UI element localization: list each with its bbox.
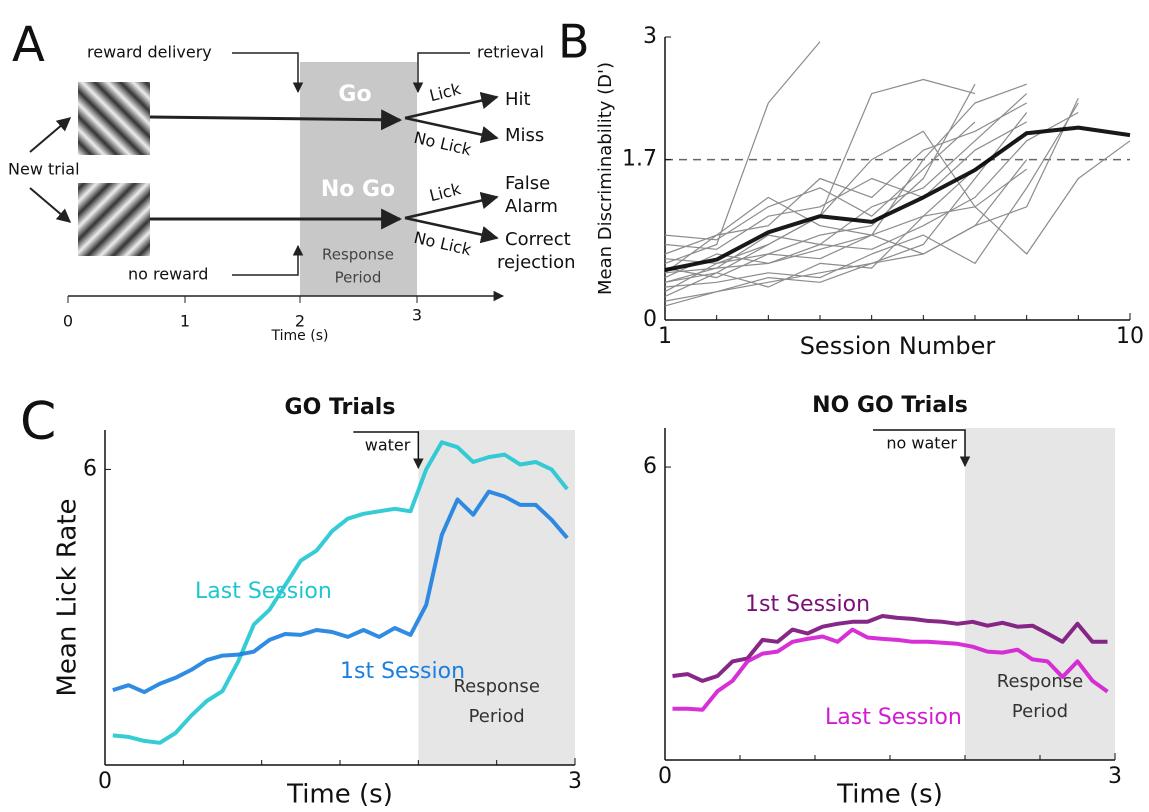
label: retrieval	[477, 43, 544, 62]
tick-label: 0	[63, 312, 73, 331]
grating	[78, 82, 150, 155]
annotation: water	[365, 436, 411, 455]
series-line	[664, 98, 1079, 307]
y-tick-label: 0	[643, 307, 657, 332]
series-line	[672, 614, 1108, 683]
label: Alarm	[505, 196, 558, 217]
x-tick-label: 10	[1116, 324, 1144, 349]
label: No Go	[321, 177, 395, 202]
label: Hit	[505, 89, 531, 110]
label: rejection	[497, 252, 576, 273]
label: Correct	[505, 229, 571, 250]
grating	[78, 183, 150, 256]
panel-label: A	[12, 17, 45, 73]
series-line	[664, 130, 1028, 264]
annotation: no water	[886, 434, 957, 453]
shade-label: Response	[453, 676, 539, 697]
label: Miss	[505, 125, 544, 146]
label: Go	[338, 82, 371, 107]
label: Response	[322, 246, 394, 264]
label: Period	[335, 269, 382, 287]
y-tick-label: 1.7	[622, 147, 657, 172]
shade-label: Period	[1012, 701, 1068, 722]
label: Lick	[427, 179, 463, 205]
series-line	[664, 140, 1131, 283]
series-label: Last Session	[825, 705, 962, 730]
label: False	[505, 173, 550, 194]
x-axis-label: Time (s)	[836, 780, 943, 810]
y-axis-label: Mean Lick Rate	[53, 498, 83, 696]
series-line	[664, 121, 976, 241]
x-tick-label: 3	[568, 769, 582, 794]
label: No Lick	[412, 228, 474, 260]
label: Lick	[427, 79, 463, 105]
y-axis-label: Mean Discriminability (D')	[595, 62, 616, 295]
series-line	[664, 93, 1028, 274]
annotation-arrow	[873, 429, 971, 468]
series-line	[112, 489, 569, 695]
tick-label: 1	[180, 312, 190, 331]
x-tick-label: 0	[98, 769, 112, 794]
x-axis-label: Session Number	[800, 332, 996, 360]
series-line	[664, 130, 1028, 297]
series-line	[664, 125, 1131, 272]
y-tick-label: 6	[643, 454, 657, 479]
response-window	[300, 62, 417, 296]
series-line	[664, 83, 1027, 255]
chart-title: GO Trials	[285, 395, 396, 420]
series-label: Last Session	[195, 579, 332, 604]
x-tick-label: 1	[658, 324, 672, 349]
series-line	[664, 78, 976, 283]
series-label: 1st Session	[745, 592, 870, 617]
y-tick-label: 6	[83, 456, 97, 481]
chart-title: NO GO Trials	[812, 393, 968, 418]
panel-label: B	[558, 15, 590, 69]
axis-label: Time (s)	[271, 328, 329, 344]
response-shade	[418, 430, 575, 765]
annotation-arrow	[353, 431, 424, 470]
shade-label: Period	[469, 706, 525, 727]
task-diagram: reward delivery retrieval New trial no r…	[8, 43, 576, 345]
series-line	[664, 121, 1027, 250]
series-line	[664, 102, 1027, 274]
label: No Lick	[412, 128, 474, 160]
label: reward delivery	[87, 43, 212, 62]
tick-label: 3	[412, 306, 422, 325]
x-axis-label: Time (s)	[286, 780, 393, 810]
series-line	[672, 627, 1109, 712]
series-line	[112, 440, 569, 745]
label: no reward	[128, 265, 208, 284]
x-tick-label: 3	[1108, 764, 1122, 789]
shade-label: Response	[997, 671, 1083, 692]
series-line	[664, 112, 1028, 302]
x-tick-label: 0	[658, 764, 672, 789]
tick-label: 2	[295, 312, 305, 331]
panel-label: C	[20, 392, 56, 452]
series-label: 1st Session	[340, 659, 465, 684]
response-shade	[965, 428, 1115, 760]
label: New trial	[8, 160, 80, 179]
arrows	[29, 52, 505, 303]
y-tick-label: 3	[643, 24, 657, 49]
